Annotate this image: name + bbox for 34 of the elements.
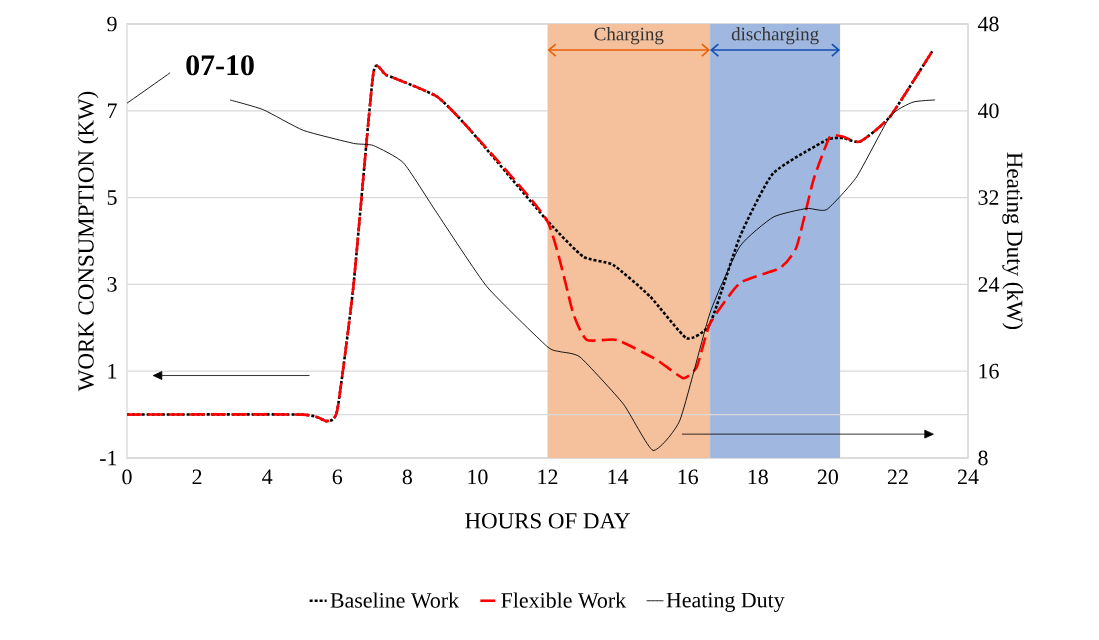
x-axis-title: HOURS OF DAY (465, 513, 630, 529)
legend-label: Heating Duty (666, 592, 785, 612)
x-tick-label: 16 (678, 469, 698, 485)
y-tick-label: -1 (100, 450, 117, 466)
y-tick-label: 7 (107, 103, 117, 118)
x-tick-label: 0 (122, 469, 132, 485)
x-tick-label: 10 (468, 469, 488, 485)
y-tick-label: 5 (107, 190, 117, 205)
y-axis-title: WORK CONSUMPTION (KW) (77, 91, 99, 392)
y2-tick-label: 32 (978, 190, 999, 205)
x-tick-label: 24 (958, 469, 979, 485)
y2-axis-title: Heating Duty (kW) (1002, 152, 1024, 330)
x-tick-label: 8 (402, 469, 412, 485)
x-tick-label: 22 (887, 469, 908, 485)
x-tick-label: 2 (192, 469, 202, 485)
x-tick-label: 12 (538, 469, 558, 485)
annotation: 07-10 (186, 55, 254, 76)
band-label: discharging (731, 27, 819, 45)
y2-tick-label: 8 (978, 450, 988, 466)
x-tick-label: 14 (608, 469, 629, 484)
band-label: Charging (594, 27, 664, 45)
x-tick-label: 4 (262, 469, 273, 484)
x-tick-label: 18 (748, 469, 768, 485)
y-tick-label: 1 (108, 363, 117, 379)
y-tick-label: 3 (107, 277, 117, 292)
y-tick-label: 9 (107, 16, 117, 32)
legend-label: Baseline Work (330, 592, 460, 608)
x-tick-label: 6 (332, 469, 343, 485)
legend-label: Flexible Work (501, 592, 627, 608)
y2-tick-label: 48 (977, 16, 999, 32)
y2-tick-label: 16 (979, 363, 999, 379)
x-tick-label: 20 (817, 469, 838, 485)
y2-tick-label: 24 (978, 277, 1000, 292)
y2-tick-label: 40 (977, 103, 999, 119)
